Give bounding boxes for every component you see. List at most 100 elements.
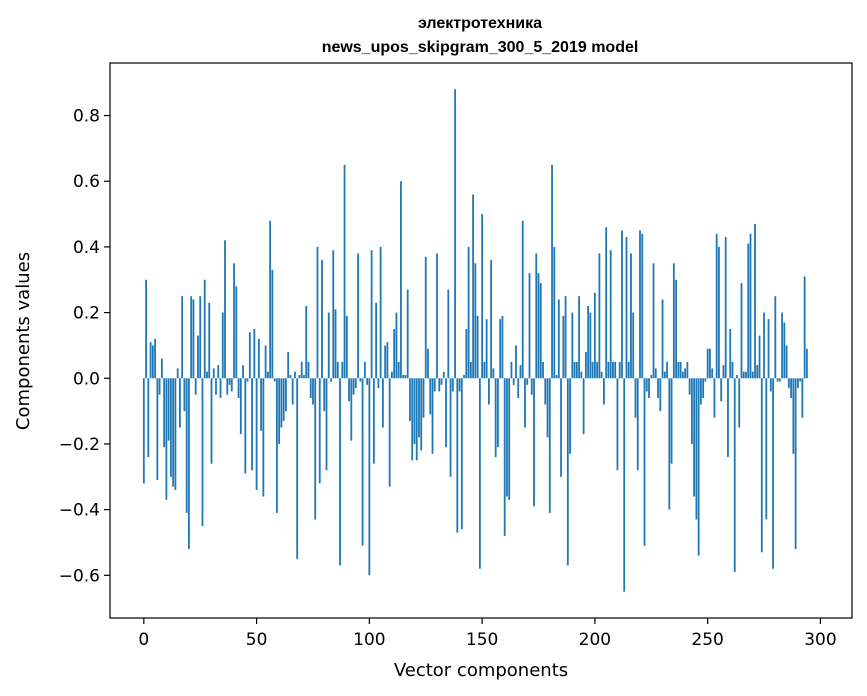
- bar-9: [163, 378, 166, 448]
- bar-127: [429, 378, 432, 415]
- bar-197: [587, 306, 590, 379]
- y-tick-label: 0.0: [73, 369, 100, 389]
- bar-48: [251, 378, 253, 471]
- x-axis-label: Vector components: [394, 660, 568, 681]
- bar-21: [190, 296, 193, 379]
- bar-141: [460, 378, 463, 530]
- bar-135: [447, 289, 450, 379]
- bar-255: [718, 246, 720, 379]
- bar-63: [285, 378, 287, 412]
- bar-43: [239, 378, 242, 435]
- bar-105: [379, 246, 382, 379]
- bar-40: [233, 263, 235, 379]
- bar-227: [654, 368, 657, 379]
- bar-50: [255, 378, 258, 490]
- bar-220: [639, 230, 641, 379]
- bar-23: [194, 378, 197, 395]
- bar-72: [305, 306, 308, 379]
- bar-229: [659, 378, 662, 412]
- bar-142: [463, 374, 465, 379]
- y-tick-label: 0.2: [73, 304, 100, 324]
- bar-277: [767, 319, 770, 379]
- bar-226: [652, 263, 655, 379]
- bar-33: [217, 365, 220, 379]
- bar-266: [742, 371, 745, 379]
- bar-58: [273, 378, 276, 382]
- bar-278: [769, 378, 772, 392]
- bar-61: [280, 378, 283, 428]
- bar-165: [515, 345, 517, 379]
- bar-260: [729, 329, 732, 379]
- bar-151: [483, 361, 486, 379]
- bar-110: [391, 371, 393, 379]
- bar-20: [188, 378, 190, 550]
- bar-90: [345, 315, 348, 379]
- x-tick-label: 250: [691, 630, 723, 650]
- y-tick-label: 0.4: [73, 238, 100, 258]
- bar-292: [801, 378, 804, 418]
- bar-121: [415, 378, 418, 461]
- bar-32: [215, 378, 217, 395]
- x-tick-label: 100: [353, 630, 385, 650]
- x-tick-label: 150: [466, 630, 498, 650]
- bar-258: [724, 237, 727, 379]
- bar-164: [512, 378, 515, 385]
- bar-182: [553, 246, 556, 379]
- bar-183: [555, 374, 558, 379]
- bar-124: [422, 378, 425, 418]
- bar-89: [343, 164, 346, 379]
- bar-218: [634, 378, 637, 418]
- bar-284: [783, 322, 786, 379]
- bar-77: [316, 246, 319, 379]
- bar-95: [357, 253, 359, 379]
- bar-247: [699, 378, 702, 405]
- bar-100: [368, 378, 371, 576]
- bar-148: [476, 315, 479, 379]
- bar-150: [481, 214, 484, 379]
- bar-76: [314, 378, 317, 520]
- bar-54: [264, 345, 267, 379]
- bar-262: [733, 378, 736, 573]
- bar-245: [695, 378, 698, 520]
- bar-74: [309, 378, 312, 398]
- bar-119: [411, 378, 414, 461]
- bar-30: [210, 378, 213, 464]
- bar-174: [535, 253, 538, 379]
- bar-149: [478, 378, 481, 569]
- bar-11: [167, 378, 170, 441]
- bar-131: [438, 378, 441, 392]
- bar-97: [361, 378, 364, 546]
- x-tick-label: 300: [804, 630, 836, 650]
- bar-219: [636, 378, 639, 471]
- bar-56: [269, 220, 272, 379]
- bar-173: [533, 378, 535, 507]
- bar-290: [796, 378, 799, 389]
- bar-144: [467, 246, 470, 379]
- bar-161: [506, 378, 508, 497]
- bar-26: [201, 378, 204, 527]
- bar-200: [593, 292, 596, 379]
- bar-253: [713, 378, 716, 418]
- bar-86: [336, 361, 339, 379]
- bar-145: [469, 361, 472, 379]
- bar-177: [542, 361, 544, 379]
- bar-84: [332, 250, 335, 379]
- bar-181: [551, 164, 553, 379]
- bar-91: [348, 378, 350, 402]
- bar-282: [778, 378, 781, 382]
- bar-73: [307, 361, 310, 379]
- bar-238: [679, 361, 682, 379]
- bar-236: [675, 279, 677, 379]
- bar-35: [221, 312, 224, 379]
- bar-139: [456, 378, 459, 533]
- bar-102: [372, 378, 375, 464]
- bar-69: [298, 374, 301, 379]
- bar-125: [424, 256, 427, 379]
- bar-265: [740, 283, 743, 379]
- bar-0: [142, 378, 145, 484]
- bar-68: [296, 378, 299, 559]
- bar-147: [474, 263, 477, 379]
- bar-71: [303, 374, 305, 379]
- bar-82: [327, 312, 330, 379]
- bar-136: [449, 378, 452, 477]
